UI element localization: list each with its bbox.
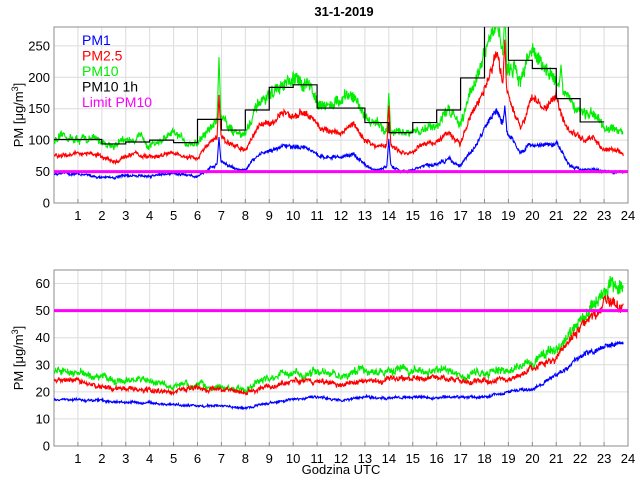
x-tick-label: 18 — [477, 451, 491, 466]
x-tick-label: 5 — [170, 451, 177, 466]
y-tick-label: 200 — [28, 70, 50, 85]
x-tick-label: 16 — [429, 451, 443, 466]
x-tick-label: 1 — [74, 451, 81, 466]
x-tick-label: 24 — [621, 451, 635, 466]
y-axis-label: PM [μg/m3] — [10, 326, 26, 391]
x-tick-label: 17 — [453, 451, 467, 466]
y-axis-label-sup: 3 — [10, 329, 20, 334]
series-line-pm1 — [54, 105, 624, 180]
x-tick-label: 20 — [525, 451, 539, 466]
series-line-pm10-1h — [54, 27, 605, 145]
series-line-pm10 — [54, 27, 624, 151]
x-tick-label: 5 — [170, 208, 177, 223]
x-tick-label: 7 — [218, 451, 225, 466]
y-tick-label: 0 — [43, 196, 50, 211]
x-tick-label: 21 — [549, 208, 563, 223]
series-line-pm1 — [54, 340, 624, 411]
x-tick-label: 13 — [358, 208, 372, 223]
series-line-pm2-5 — [54, 39, 624, 166]
top-plot: 1 2 3 4 5 6 7 8 9 10 11 12 13 14 15 16 17 18 19 20 21 22 23 240… — [10, 26, 635, 223]
x-tick-label: 12 — [334, 451, 348, 466]
y-tick-label: 60 — [36, 276, 50, 291]
x-tick-label: 3 — [122, 208, 129, 223]
plot-frame — [53, 269, 629, 447]
x-tick-label: 18 — [477, 208, 491, 223]
x-tick-label: 9 — [266, 451, 273, 466]
y-axis-label-sup: 3 — [10, 86, 20, 91]
legend-entry: PM1 — [82, 32, 111, 48]
x-axis-label: Godzina UTC — [302, 462, 381, 477]
x-tick-label: 2 — [98, 451, 105, 466]
x-tick-label: 10 — [286, 451, 300, 466]
y-axis-label-text: PM [μg/m — [11, 334, 26, 390]
x-tick-label: 20 — [525, 208, 539, 223]
legend-entry: Limit PM10 — [82, 94, 152, 110]
plot-frame — [53, 26, 629, 204]
legend-entry: PM10 — [82, 63, 119, 79]
x-tick-label: 12 — [334, 208, 348, 223]
x-tick-label: 13 — [358, 451, 372, 466]
x-tick-label: 19 — [501, 208, 515, 223]
x-tick-label: 14 — [382, 451, 396, 466]
x-tick-label: 11 — [310, 451, 324, 466]
x-tick-label: 23 — [597, 208, 611, 223]
x-tick-label: 8 — [242, 208, 249, 223]
y-tick-label: 20 — [36, 384, 50, 399]
y-tick-label: 10 — [36, 411, 50, 426]
x-tick-label: 10 — [286, 208, 300, 223]
x-tick-label: 3 — [122, 451, 129, 466]
x-tick-label: 17 — [453, 208, 467, 223]
y-tick-label: 100 — [28, 133, 50, 148]
y-tick-label: 0 — [43, 439, 50, 454]
y-axis-label-text: PM [μg/m — [11, 91, 26, 147]
x-tick-label: 11 — [310, 208, 324, 223]
x-tick-label: 8 — [242, 451, 249, 466]
legend-entry: PM10 1h — [82, 79, 138, 95]
x-tick-label: 1 — [74, 208, 81, 223]
series-line-pm2-5 — [54, 294, 624, 397]
y-tick-label: 30 — [36, 357, 50, 372]
series-line-pm10 — [54, 275, 624, 393]
y-axis-label: PM [μg/m3] — [10, 83, 26, 148]
y-tick-label: 150 — [28, 101, 50, 116]
x-tick-label: 6 — [194, 451, 201, 466]
x-tick-label: 15 — [406, 208, 420, 223]
x-tick-label: 4 — [146, 208, 153, 223]
y-tick-label: 40 — [36, 330, 50, 345]
bottom-plot: 1 2 3 4 5 6 7 8 9 10 11 12 13 14 15 16 17 18 19 20 21 22 23 240… — [10, 269, 635, 466]
y-axis-label-close: ] — [11, 326, 26, 330]
x-tick-label: 6 — [194, 208, 201, 223]
chart-title: 31-1-2019 — [314, 4, 373, 19]
x-tick-label: 15 — [406, 451, 420, 466]
x-tick-label: 14 — [382, 208, 396, 223]
y-axis-label-close: ] — [11, 83, 26, 87]
x-tick-label: 21 — [549, 451, 563, 466]
x-tick-label: 2 — [98, 208, 105, 223]
x-tick-label: 9 — [266, 208, 273, 223]
x-tick-label: 22 — [573, 451, 587, 466]
legend-entry: PM2.5 — [82, 48, 123, 64]
y-tick-label: 50 — [36, 303, 50, 318]
x-tick-label: 24 — [621, 208, 635, 223]
x-tick-label: 23 — [597, 451, 611, 466]
y-tick-label: 250 — [28, 38, 50, 53]
x-tick-label: 22 — [573, 208, 587, 223]
x-tick-label: 16 — [429, 208, 443, 223]
x-tick-label: 19 — [501, 451, 515, 466]
y-tick-label: 50 — [36, 164, 50, 179]
x-tick-label: 7 — [218, 208, 225, 223]
x-tick-label: 4 — [146, 451, 153, 466]
